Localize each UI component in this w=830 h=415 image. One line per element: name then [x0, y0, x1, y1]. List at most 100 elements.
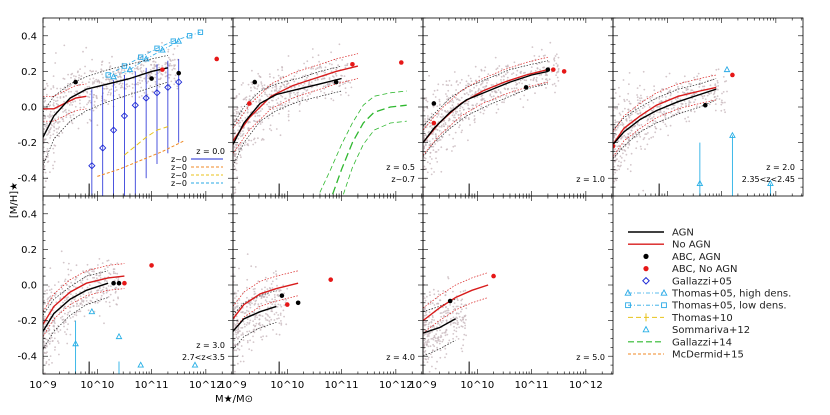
scatter-point — [275, 88, 278, 90]
scatter-point — [284, 97, 287, 100]
scatter-point — [519, 98, 522, 100]
scatter-point — [638, 109, 641, 112]
plot-area — [43, 250, 199, 374]
scatter-point — [114, 290, 117, 293]
scatter-point — [273, 313, 276, 316]
scatter-point — [161, 65, 164, 67]
abc-agn-point — [73, 79, 78, 85]
scatter-point — [241, 326, 244, 329]
scatter-point — [688, 100, 691, 102]
scatter-point — [75, 314, 78, 317]
scatter-point — [646, 143, 649, 146]
scatter-point — [501, 68, 503, 70]
scatter-point — [433, 171, 435, 173]
gallazzi05-point — [99, 144, 107, 152]
scatter-point — [93, 94, 95, 96]
scatter-point — [647, 118, 649, 121]
scatter-point — [454, 145, 456, 147]
scatter-point — [233, 118, 236, 121]
scatter-point — [274, 296, 276, 299]
scatter-point — [261, 338, 264, 341]
scatter-point — [277, 68, 279, 71]
scatter-point — [256, 316, 258, 319]
scatter-point — [116, 262, 119, 265]
scatter-point — [337, 64, 339, 67]
scatter-point — [249, 339, 252, 342]
x-tick-label: 10^10 — [270, 380, 304, 391]
axis-ticks — [232, 17, 423, 197]
scatter-point — [260, 95, 263, 97]
scatter-point — [652, 108, 655, 110]
scatter-point — [345, 91, 347, 94]
scatter-point — [50, 288, 53, 291]
scatter-point — [280, 322, 283, 325]
scatter-point — [250, 265, 253, 268]
scatter-point — [246, 305, 248, 308]
scatter-point — [85, 303, 87, 306]
scatter-point — [45, 344, 48, 346]
scatter-point — [87, 309, 90, 312]
scatter-point — [82, 270, 84, 272]
scatter-point — [478, 75, 481, 78]
scatter-point — [56, 96, 59, 99]
scatter-point — [90, 300, 93, 303]
scatter-point — [684, 102, 687, 105]
scatter-point — [70, 120, 73, 123]
scatter-point — [473, 121, 476, 124]
scatter-point — [81, 304, 84, 306]
scatter-point — [280, 94, 282, 97]
panel-frame — [232, 195, 424, 375]
scatter-point — [433, 304, 436, 306]
scatter-point — [513, 61, 516, 64]
scatter-point — [616, 169, 618, 172]
scatter-point — [526, 99, 529, 101]
scatter-point — [480, 89, 482, 92]
scatter-point — [113, 83, 116, 86]
scatter-point — [456, 110, 459, 113]
scatter-point — [439, 340, 441, 343]
panel-frame — [422, 195, 614, 375]
abc-agn-point — [176, 70, 182, 76]
scatter-point — [344, 64, 347, 67]
scatter-point — [100, 63, 103, 66]
scatter-point — [149, 69, 152, 71]
scatter-point — [237, 362, 239, 365]
scatter-point — [724, 101, 726, 104]
scatter-point — [64, 331, 66, 333]
scatter-point — [131, 83, 134, 85]
scatter-point — [82, 50, 84, 53]
scatter-point — [44, 323, 46, 325]
scatter-point — [92, 96, 95, 99]
scatter-point — [428, 144, 431, 146]
scatter-point — [268, 294, 270, 296]
scatter-point — [689, 101, 692, 104]
scatter-point — [675, 113, 677, 115]
agn-median-line — [233, 77, 342, 145]
scatter-point — [638, 97, 641, 100]
scatter-point — [234, 108, 236, 111]
panel-z05: z = 0.5z~0.7 — [232, 17, 424, 197]
scatter-point — [86, 86, 89, 88]
scatter-point — [546, 74, 548, 77]
scatter-point — [257, 85, 259, 88]
scatter-point — [688, 103, 690, 106]
scatter-point — [455, 335, 458, 338]
scatter-point — [234, 329, 237, 332]
scatter-point — [105, 291, 108, 294]
scatter-point — [109, 293, 112, 296]
scatter-point — [454, 322, 457, 325]
scatter-point — [444, 109, 446, 112]
scatter-point — [264, 91, 266, 94]
scatter-point — [239, 121, 242, 124]
scatter-point — [619, 148, 621, 151]
scatter-point — [172, 53, 175, 56]
scatter-point — [246, 296, 248, 299]
scatter-point — [672, 114, 674, 116]
scatter-point — [176, 45, 179, 47]
scatter-point — [479, 111, 482, 114]
scatter-point — [243, 323, 246, 325]
legend-item-thomas10: Thomas+10 — [628, 313, 733, 324]
scatter-point — [146, 93, 149, 96]
scatter-point — [681, 103, 684, 105]
scatter-point — [131, 91, 133, 94]
